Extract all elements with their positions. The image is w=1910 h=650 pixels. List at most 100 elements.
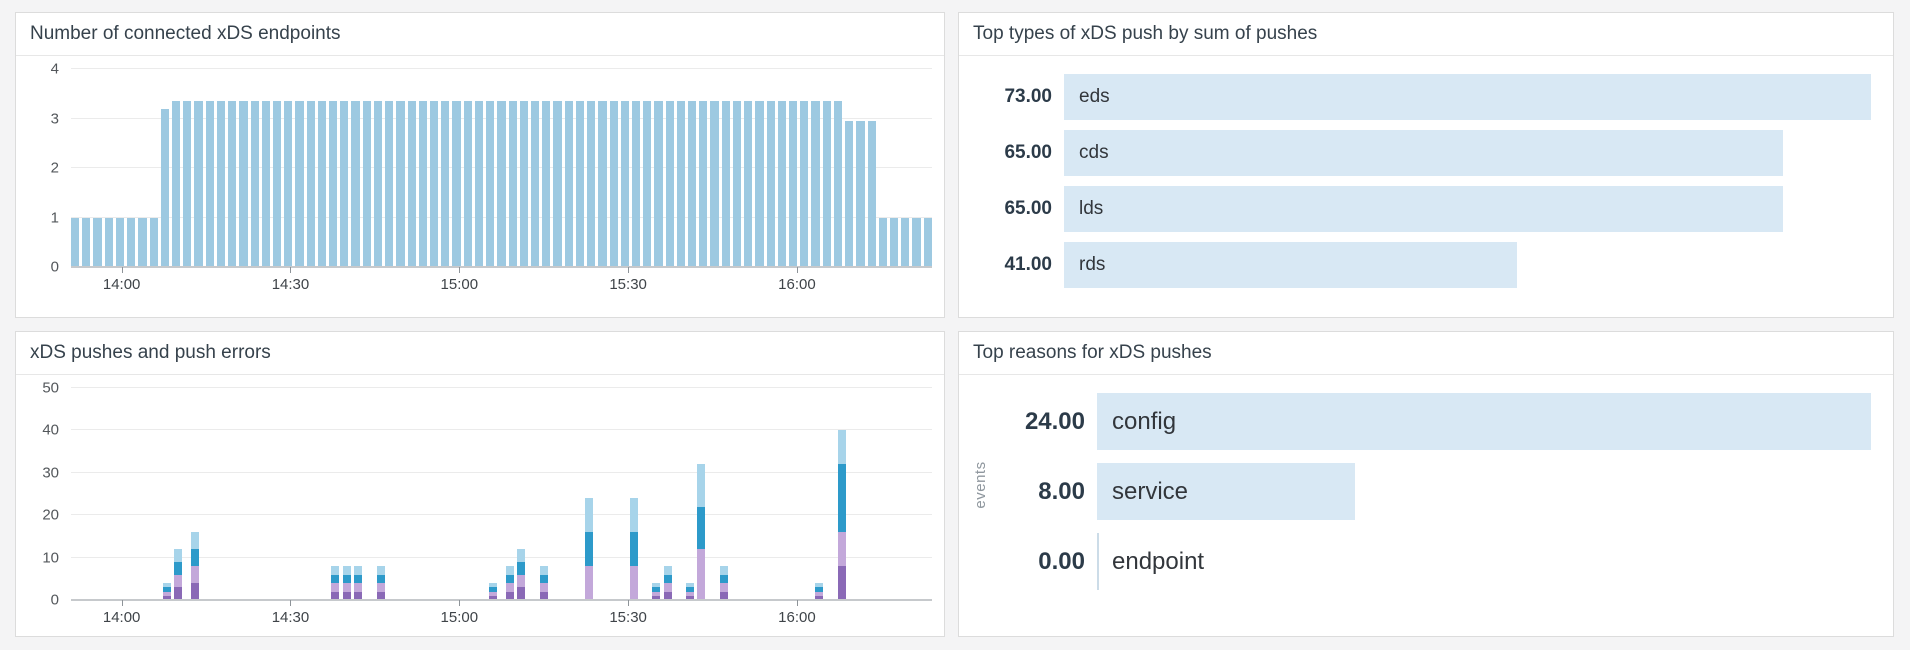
topn-row-rds: 41.00 rds: [973, 242, 1871, 288]
x-axis-tick: [121, 267, 123, 273]
stacked-bar: [489, 583, 498, 600]
stacked-bar: [686, 583, 695, 600]
y-axis-tick-label: 0: [50, 591, 59, 609]
bar-segment-blue: [837, 464, 846, 533]
bar: [542, 101, 551, 267]
stacked-bar: [837, 430, 846, 601]
bar: [306, 101, 315, 267]
panel-body: 0 1 2 3 4 14:00 14:30 15:00 15:30 16:00: [16, 56, 944, 317]
bar-segment-light-blue: [190, 532, 199, 550]
bar-segment-purple: [815, 595, 824, 600]
bar: [138, 217, 147, 267]
topn-row-lds: 65.00 lds: [973, 186, 1871, 232]
bar: [665, 101, 674, 267]
topn-value: 65.00: [1004, 198, 1052, 219]
x-axis-tick-label: 16:00: [778, 276, 816, 293]
bar-segment-light-blue: [353, 566, 362, 575]
bar: [373, 101, 383, 267]
bar: [845, 120, 854, 267]
bar-segment-light-blue: [629, 498, 638, 533]
topn-row-service: 8.00 service: [1003, 463, 1871, 520]
bar-segment-blue: [517, 561, 526, 575]
bar: [766, 101, 775, 267]
stacked-bar: [353, 566, 362, 601]
bar: [396, 101, 405, 267]
x-axis-tick: [290, 267, 292, 273]
topn-bar-track: eds: [1064, 74, 1871, 120]
bar: [329, 101, 338, 267]
bar: [609, 101, 618, 267]
bar-segment-lavender: [584, 566, 593, 601]
bar: [362, 101, 371, 267]
bar-segment-purple: [719, 591, 728, 601]
bar-segment-lavender: [173, 574, 182, 588]
bar: [822, 101, 831, 267]
x-axis-tick: [796, 267, 798, 273]
bar-segment-blue: [815, 587, 824, 592]
bar-segment-lavender: [517, 574, 526, 588]
stacked-bar: [697, 464, 706, 600]
panel-title-pushes-and-errors: xDS pushes and push errors: [16, 332, 944, 375]
bar: [889, 217, 899, 267]
connected-endpoints-time-series-chart: 0 1 2 3 4 14:00 14:30 15:00 15:30 16:00: [16, 56, 944, 317]
stacked-bar: [517, 549, 526, 600]
topn-row-endpoint: 0.00 endpoint: [1003, 533, 1871, 590]
topn-bar-label: eds: [1079, 86, 1110, 107]
topn-row-config: 24.00 config: [1003, 393, 1871, 450]
bar-segment-light-blue: [505, 566, 514, 575]
bar: [497, 101, 506, 267]
bar: [777, 101, 786, 267]
gridline: [71, 387, 932, 388]
gridline: [71, 68, 932, 69]
bar: [519, 101, 528, 267]
topn-bar-track: config: [1097, 393, 1871, 450]
bar: [430, 101, 439, 267]
bar: [688, 101, 697, 267]
y-axis-tick-label: 10: [42, 549, 59, 567]
bar-segment-light-blue: [686, 583, 695, 588]
bar: [104, 217, 113, 267]
y-axis-tick-label: 2: [50, 159, 59, 177]
bar: [284, 101, 293, 267]
bar-segment-purple: [353, 591, 362, 601]
bar-segment-lavender: [162, 591, 171, 596]
stacked-bar: [719, 566, 728, 601]
stacked-bar: [190, 532, 199, 600]
stacked-bar: [376, 566, 385, 601]
stacked-bar: [505, 566, 514, 601]
bar-segment-blue: [190, 549, 199, 567]
plot-area[interactable]: 0 10 20 30 40 50 14:00 14:30 15:00 15:30 16:00: [42, 380, 932, 626]
x-axis-tick: [628, 267, 630, 273]
bar-segment-purple: [517, 587, 526, 600]
bar-segment-lavender: [719, 583, 728, 592]
bar: [171, 101, 181, 267]
x-axis-tick: [290, 600, 292, 606]
bar-segment-lavender: [353, 583, 362, 592]
topn-bar-track: lds: [1064, 186, 1871, 232]
bar: [385, 101, 394, 267]
bar-segment-lavender: [376, 583, 385, 592]
plot-area[interactable]: 0 1 2 3 4 14:00 14:30 15:00 15:30 16:00: [51, 61, 932, 293]
bar: [833, 101, 843, 267]
bar-segment-lavender: [815, 591, 824, 596]
stacked-bar: [663, 566, 672, 601]
bar: [755, 101, 764, 267]
gridline: [71, 556, 932, 558]
x-axis-tick-label: 14:00: [102, 609, 141, 626]
bar: [93, 217, 102, 267]
bar-segment-light-blue: [376, 566, 385, 575]
y-axis-tick-label: 20: [42, 506, 59, 524]
bar-segment-light-blue: [539, 566, 548, 575]
y-axis-tick-label: 1: [50, 209, 59, 226]
bar-segment-purple: [162, 595, 171, 600]
y-axis-tick-label: 50: [42, 379, 59, 397]
bar-segment-lavender: [686, 591, 695, 596]
bar: [452, 101, 461, 267]
bar: [744, 101, 753, 267]
bar-series: [71, 69, 932, 267]
bar-segment-blue: [719, 574, 728, 584]
bar-segment-lavender: [629, 566, 638, 601]
x-axis-tick-label: 14:30: [271, 609, 310, 626]
panel-top-push-reasons: Top reasons for xDS pushes events 24.00 c…: [958, 331, 1894, 637]
